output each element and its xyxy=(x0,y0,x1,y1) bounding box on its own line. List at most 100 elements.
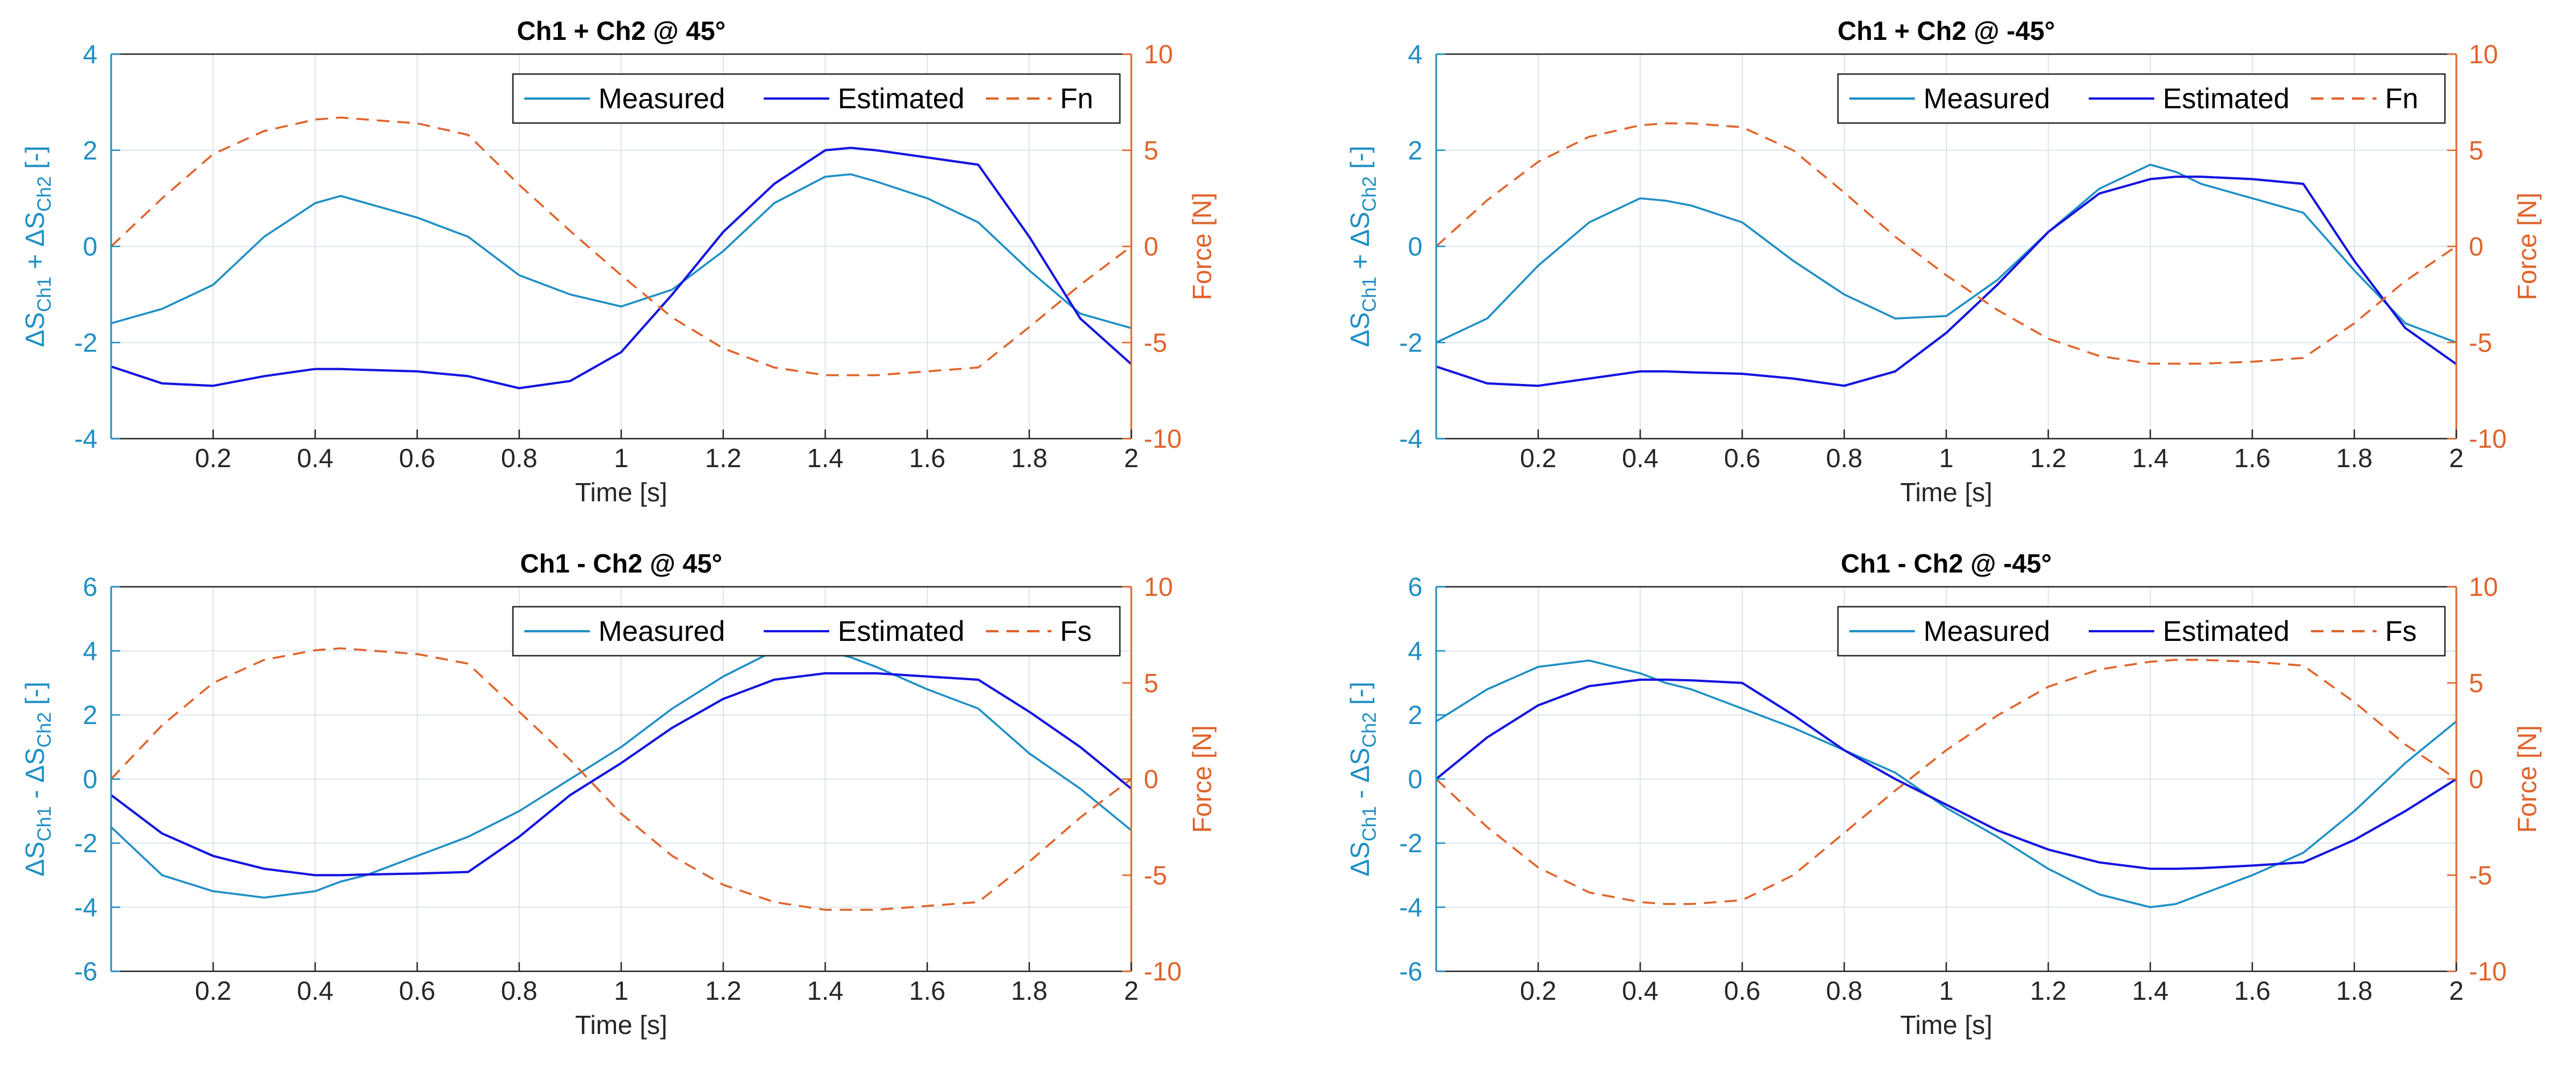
y-tick-label-left: -2 xyxy=(1399,328,1422,357)
y-tick-label-right: -5 xyxy=(2469,328,2492,357)
x-tick-label: 1.4 xyxy=(807,976,843,1005)
y-axis-label-part: - xyxy=(20,783,50,806)
y-axis-label-part: [-] xyxy=(1345,146,1375,177)
x-tick-label: 1 xyxy=(1939,976,1954,1005)
y-tick-label-left: -4 xyxy=(74,893,97,922)
x-tick-label: 1 xyxy=(1939,443,1954,473)
y-axis-label-part: - xyxy=(1345,783,1375,806)
y-tick-label-right: -10 xyxy=(2469,956,2506,986)
x-axis-label: Time [s] xyxy=(575,1010,667,1040)
y-axis-label-right: Force [N] xyxy=(2512,725,2542,833)
x-tick-label: 1.8 xyxy=(2336,976,2373,1005)
y-axis-label-part: ΔS xyxy=(1345,747,1375,782)
series-line-fs xyxy=(110,647,1132,911)
chart-title: Ch1 - Ch2 @ 45° xyxy=(520,549,723,578)
y-tick-label-left: 0 xyxy=(83,765,97,794)
x-tick-label: 0.6 xyxy=(399,443,435,473)
y-axis-label-part: + xyxy=(20,247,50,276)
y-tick-label-left: 2 xyxy=(83,136,97,165)
legend-label-estimated: Estimated xyxy=(838,615,964,647)
x-tick-label: 1.2 xyxy=(705,443,741,473)
y-axis-label-part: ΔS xyxy=(1345,841,1375,876)
y-tick-label-right: -5 xyxy=(1144,328,1167,357)
legend: Measured Estimated Fn xyxy=(512,73,1121,124)
y-tick-label-left: -4 xyxy=(1399,893,1422,922)
x-tick-label: 0.6 xyxy=(1724,976,1760,1005)
y-tick-label-left: 2 xyxy=(1408,136,1422,165)
y-tick-label-left: -2 xyxy=(74,328,97,357)
x-tick-label: 1.4 xyxy=(2132,443,2169,473)
chart-title: Ch1 + Ch2 @ 45° xyxy=(517,16,725,46)
chart-title: Ch1 + Ch2 @ -45° xyxy=(1837,16,2055,46)
y-tick-label-left: 0 xyxy=(1408,232,1422,261)
y-tick-label-right: -5 xyxy=(2469,860,2492,890)
y-axis-label-part: + xyxy=(1345,247,1375,276)
y-axis-label-part: [-] xyxy=(20,681,50,712)
chart-panel-1: 0.2 0.4 0.6 0.8 1 1.2 1.4 1.6 1.8 2 -4 -2 0 2 4 -10 -5 0 5… xyxy=(1345,16,2542,507)
series-line-estimated xyxy=(1436,175,2457,387)
x-tick-label: 2 xyxy=(1124,443,1139,473)
y-axis-label-part: Ch2 xyxy=(34,712,55,747)
x-tick-label: 0.6 xyxy=(399,976,435,1005)
y-axis-label-part: ΔS xyxy=(20,841,50,876)
x-tick-label: 2 xyxy=(2449,443,2464,473)
chart-title: Ch1 - Ch2 @ -45° xyxy=(1841,549,2052,578)
x-tick-label: 0.8 xyxy=(501,976,537,1005)
y-tick-label-left: -4 xyxy=(1399,424,1422,453)
y-axis-label-part: Ch2 xyxy=(1359,176,1380,211)
y-tick-label-right: -10 xyxy=(1144,956,1181,986)
y-tick-label-right: 5 xyxy=(2469,136,2484,165)
y-axis-label-part: ΔS xyxy=(20,212,50,247)
y-tick-label-right: 0 xyxy=(2469,765,2484,794)
legend-label-fs: Fs xyxy=(1060,615,1092,647)
series-line-fn xyxy=(110,116,1132,377)
x-tick-label: 1.2 xyxy=(705,976,741,1005)
x-tick-label: 0.4 xyxy=(1622,443,1658,473)
x-tick-label: 1 xyxy=(614,443,629,473)
x-tick-label: 2 xyxy=(1124,976,1139,1005)
y-tick-label-right: -5 xyxy=(1144,860,1167,890)
y-tick-label-left: 2 xyxy=(1408,700,1422,730)
series-line-estimated xyxy=(1435,678,2457,870)
legend-label-measured: Measured xyxy=(598,83,725,115)
y-tick-label-left: 4 xyxy=(83,39,97,69)
legend-label-measured: Measured xyxy=(1923,615,2050,647)
x-tick-label: 1.2 xyxy=(2030,443,2066,473)
x-tick-label: 0.2 xyxy=(1520,976,1556,1005)
x-tick-label: 1.6 xyxy=(909,443,945,473)
legend-label-fs: Fs xyxy=(2385,615,2417,647)
y-axis-label-right: Force [N] xyxy=(1187,725,1217,833)
x-tick-label: 0.4 xyxy=(297,443,333,473)
y-axis-label-part: Ch1 xyxy=(1359,277,1380,312)
x-tick-label: 0.2 xyxy=(195,443,231,473)
y-tick-label-right: 0 xyxy=(1144,232,1159,261)
y-tick-label-right: 0 xyxy=(1144,765,1159,794)
x-tick-label: 0.6 xyxy=(1724,443,1760,473)
y-tick-label-right: 5 xyxy=(2469,668,2484,698)
series-line-fn xyxy=(1435,122,2457,365)
legend-label-estimated: Estimated xyxy=(2163,83,2289,115)
x-axis-label: Time [s] xyxy=(575,477,667,507)
y-tick-label-right: 5 xyxy=(1144,668,1159,698)
legend-label-estimated: Estimated xyxy=(2163,615,2289,647)
series-line-estimated xyxy=(110,672,1132,877)
series-line-fs xyxy=(1435,659,2457,905)
x-axis-label: Time [s] xyxy=(1900,477,1992,507)
x-tick-label: 1.8 xyxy=(1011,976,1047,1005)
x-tick-label: 0.8 xyxy=(1826,443,1862,473)
y-tick-label-right: 5 xyxy=(1144,136,1159,165)
legend-label-estimated: Estimated xyxy=(838,83,964,115)
y-tick-label-right: 10 xyxy=(1144,572,1173,602)
y-axis-label-part: [-] xyxy=(1345,681,1375,712)
legend: Measured Estimated Fs xyxy=(512,606,1121,657)
x-tick-label: 1.4 xyxy=(807,443,843,473)
y-axis-label-part: [-] xyxy=(20,146,50,177)
series-line-measured xyxy=(1436,659,2457,909)
legend-label-measured: Measured xyxy=(1923,83,2050,115)
y-axis-label-left: ΔSCh1 - ΔSCh2 [-] xyxy=(1345,681,1380,876)
y-tick-label-left: -2 xyxy=(1399,828,1422,858)
y-axis-label-part: Ch1 xyxy=(1359,806,1380,841)
series-line-estimated xyxy=(111,146,1132,390)
legend: Measured Estimated Fn xyxy=(1837,73,2446,124)
